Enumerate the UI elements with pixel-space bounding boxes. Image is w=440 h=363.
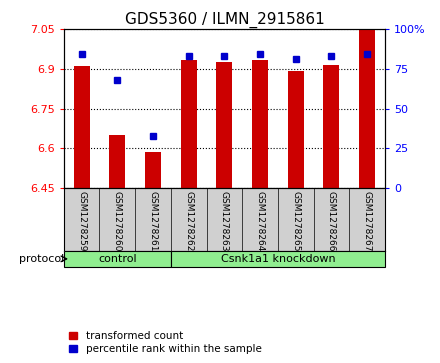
Text: GSM1278260: GSM1278260 [113, 191, 122, 252]
Text: protocol: protocol [18, 254, 64, 264]
Bar [145, 152, 161, 188]
Text: GSM1278262: GSM1278262 [184, 191, 193, 252]
Bar [73, 66, 90, 188]
Bar [288, 72, 304, 188]
Bar [216, 62, 232, 188]
Text: GSM1278267: GSM1278267 [363, 191, 372, 252]
Legend: transformed count, percentile rank within the sample: transformed count, percentile rank withi… [69, 331, 261, 354]
FancyBboxPatch shape [64, 251, 171, 267]
Text: GSM1278264: GSM1278264 [256, 191, 264, 252]
Text: GSM1278266: GSM1278266 [327, 191, 336, 252]
Text: GSM1278263: GSM1278263 [220, 191, 229, 252]
Bar [181, 60, 197, 188]
FancyBboxPatch shape [171, 251, 385, 267]
Bar [359, 29, 375, 188]
Title: GDS5360 / ILMN_2915861: GDS5360 / ILMN_2915861 [125, 12, 324, 28]
Bar [109, 135, 125, 188]
Text: GSM1278259: GSM1278259 [77, 191, 86, 252]
Text: GSM1278261: GSM1278261 [149, 191, 158, 252]
Text: GSM1278265: GSM1278265 [291, 191, 300, 252]
Bar [323, 65, 340, 188]
Text: Csnk1a1 knockdown: Csnk1a1 knockdown [220, 254, 335, 264]
Text: control: control [98, 254, 137, 264]
Bar [252, 60, 268, 188]
